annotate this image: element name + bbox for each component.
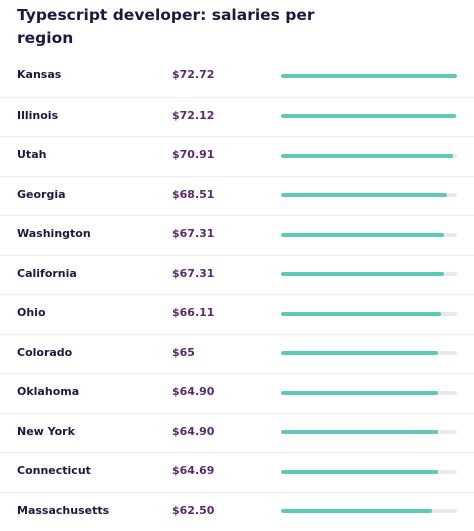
salary-value: $68.51 bbox=[172, 188, 214, 201]
region-label: New York bbox=[17, 425, 75, 438]
salary-bar-track bbox=[281, 193, 457, 197]
salary-value: $72.72 bbox=[172, 68, 214, 81]
salary-row: Georgia $68.51 bbox=[0, 176, 474, 216]
salary-row: Washington $67.31 bbox=[0, 215, 474, 255]
salary-row: New York $64.90 bbox=[0, 413, 474, 453]
salary-value: $66.11 bbox=[172, 306, 214, 319]
salary-row: Massachusetts $62.50 bbox=[0, 492, 474, 531]
region-label: Oklahoma bbox=[17, 385, 79, 398]
salary-value: $65 bbox=[172, 346, 195, 359]
salary-row: Connecticut $64.69 bbox=[0, 452, 474, 492]
salary-bar bbox=[281, 154, 453, 158]
salary-bar-track bbox=[281, 430, 457, 434]
salary-value: $67.31 bbox=[172, 267, 214, 280]
salary-value: $64.69 bbox=[172, 464, 214, 477]
salary-bar bbox=[281, 470, 438, 474]
region-label: Massachusetts bbox=[17, 504, 109, 517]
salary-row: Oklahoma $64.90 bbox=[0, 373, 474, 413]
region-label: Colorado bbox=[17, 346, 72, 359]
salary-row: Illinois $72.12 bbox=[0, 97, 474, 137]
salary-bar-track bbox=[281, 391, 457, 395]
salary-bar bbox=[281, 114, 456, 118]
salary-bar bbox=[281, 430, 438, 434]
salary-bar-track bbox=[281, 154, 457, 158]
region-label: Illinois bbox=[17, 109, 58, 122]
salary-bar-track bbox=[281, 233, 457, 237]
region-label: Washington bbox=[17, 227, 91, 240]
salary-value: $64.90 bbox=[172, 425, 214, 438]
salary-bar-track bbox=[281, 312, 457, 316]
region-label: Utah bbox=[17, 148, 46, 161]
region-label: Ohio bbox=[17, 306, 46, 319]
salary-bar bbox=[281, 351, 438, 355]
salary-bar bbox=[281, 193, 447, 197]
region-label: Kansas bbox=[17, 68, 61, 81]
salary-bar bbox=[281, 391, 438, 395]
chart-title: Typescript developer: salaries per regio… bbox=[17, 4, 317, 50]
region-label: California bbox=[17, 267, 77, 280]
salary-row: Ohio $66.11 bbox=[0, 294, 474, 334]
salary-row: California $67.31 bbox=[0, 255, 474, 295]
salary-bar-track bbox=[281, 509, 457, 513]
salary-bar bbox=[281, 312, 441, 316]
salary-value: $67.31 bbox=[172, 227, 214, 240]
salary-value: $62.50 bbox=[172, 504, 214, 517]
salary-bar bbox=[281, 272, 444, 276]
salary-bar bbox=[281, 233, 444, 237]
salary-rows: Kansas $72.72 Illinois $72.12 Utah $70.91 Geor… bbox=[0, 57, 474, 531]
salary-bar bbox=[281, 509, 432, 513]
salary-bar-track bbox=[281, 114, 457, 118]
salary-row: Kansas $72.72 bbox=[0, 57, 474, 97]
region-label: Georgia bbox=[17, 188, 66, 201]
salary-bar bbox=[281, 74, 457, 78]
region-label: Connecticut bbox=[17, 464, 91, 477]
salary-bar-track bbox=[281, 470, 457, 474]
salary-value: $72.12 bbox=[172, 109, 214, 122]
salary-value: $64.90 bbox=[172, 385, 214, 398]
salary-row: Colorado $65 bbox=[0, 334, 474, 374]
salary-row: Utah $70.91 bbox=[0, 136, 474, 176]
salary-bar-track bbox=[281, 351, 457, 355]
salary-bar-track bbox=[281, 74, 457, 78]
salary-value: $70.91 bbox=[172, 148, 214, 161]
salary-bar-track bbox=[281, 272, 457, 276]
